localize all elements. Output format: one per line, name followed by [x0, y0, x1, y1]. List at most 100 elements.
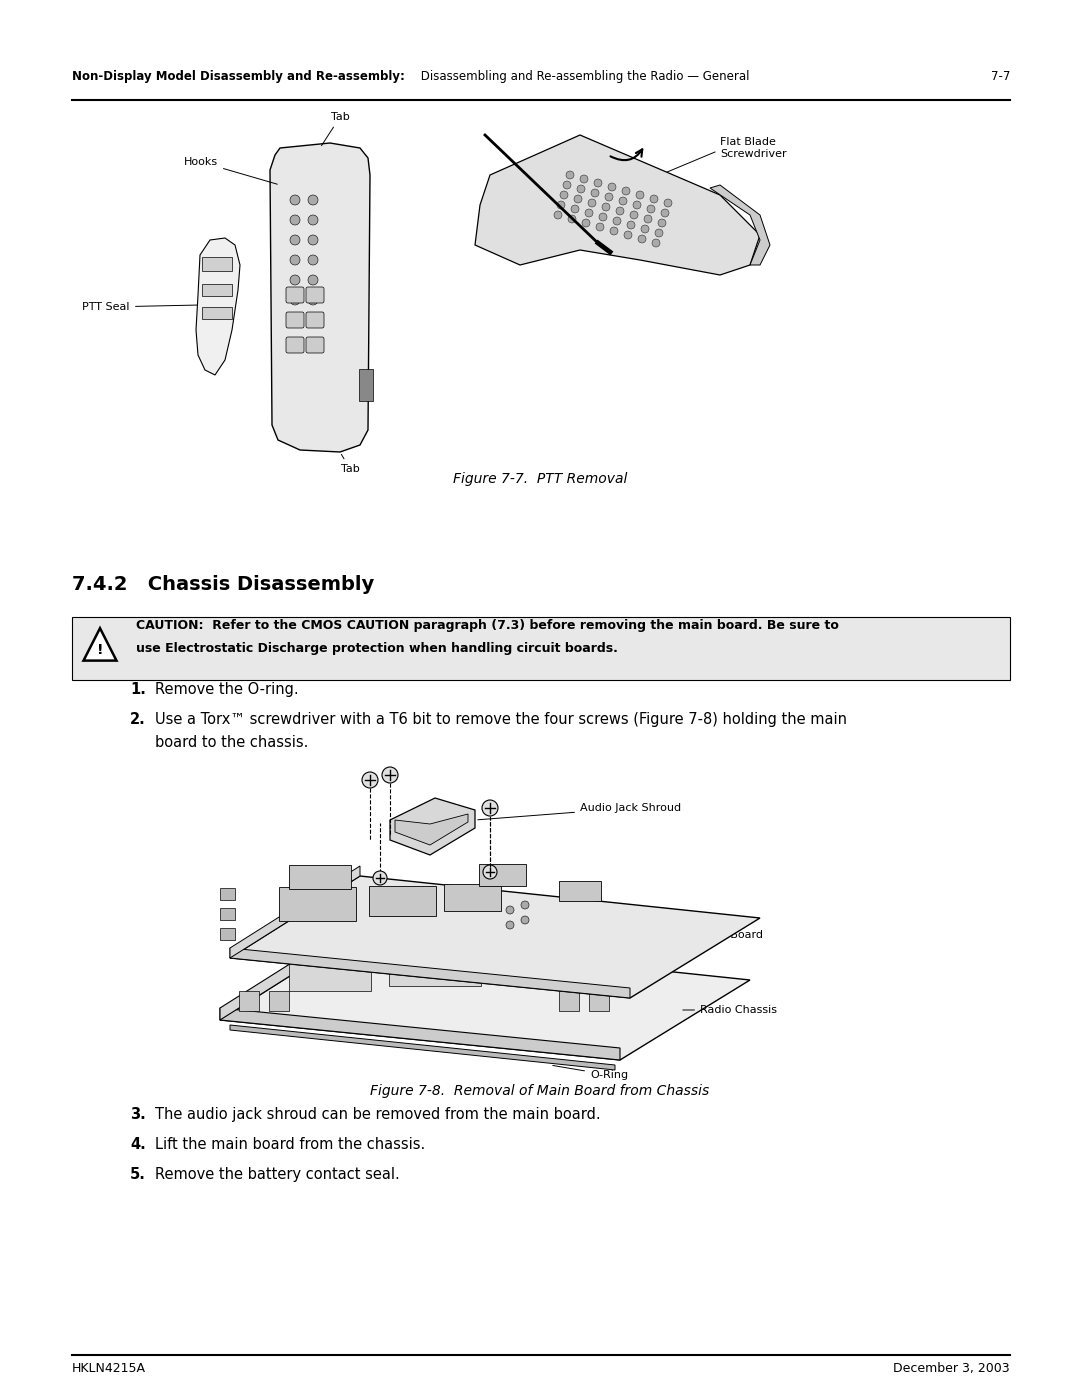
Text: 4.: 4. [130, 1137, 146, 1153]
Text: Tab: Tab [340, 454, 360, 474]
Circle shape [308, 235, 318, 244]
Circle shape [664, 198, 672, 207]
Circle shape [622, 187, 630, 196]
Text: Flat Blade
Screwdriver: Flat Blade Screwdriver [720, 137, 786, 159]
Circle shape [585, 210, 593, 217]
Circle shape [291, 314, 300, 326]
Circle shape [291, 215, 300, 225]
Circle shape [373, 870, 387, 886]
Text: Remove the battery contact seal.: Remove the battery contact seal. [156, 1166, 400, 1182]
FancyBboxPatch shape [359, 369, 373, 401]
FancyBboxPatch shape [444, 884, 501, 911]
Text: Main Board: Main Board [633, 930, 762, 977]
Circle shape [619, 197, 627, 205]
Circle shape [308, 256, 318, 265]
Text: Disassembling and Re-assembling the Radio — General: Disassembling and Re-assembling the Radi… [417, 70, 750, 82]
FancyBboxPatch shape [559, 882, 600, 901]
Circle shape [291, 275, 300, 285]
Circle shape [521, 916, 529, 923]
Text: 2.: 2. [130, 712, 146, 726]
FancyBboxPatch shape [369, 886, 436, 916]
Circle shape [636, 191, 644, 198]
Circle shape [308, 275, 318, 285]
FancyBboxPatch shape [202, 284, 232, 296]
Circle shape [644, 215, 652, 224]
Polygon shape [220, 1009, 620, 1060]
FancyBboxPatch shape [389, 949, 481, 986]
Text: Figure 7-8.  Removal of Main Board from Chassis: Figure 7-8. Removal of Main Board from C… [370, 1084, 710, 1098]
Circle shape [557, 201, 565, 210]
Circle shape [605, 193, 613, 201]
FancyBboxPatch shape [220, 888, 235, 900]
Polygon shape [220, 926, 350, 1020]
Circle shape [610, 226, 618, 235]
Polygon shape [83, 629, 117, 661]
Circle shape [291, 235, 300, 244]
Text: Remove the O-ring.: Remove the O-ring. [156, 682, 299, 697]
Circle shape [596, 224, 604, 231]
FancyBboxPatch shape [220, 928, 235, 940]
FancyBboxPatch shape [589, 990, 609, 1011]
FancyBboxPatch shape [559, 990, 579, 1011]
Polygon shape [230, 876, 760, 997]
Text: The audio jack shroud can be removed from the main board.: The audio jack shroud can be removed fro… [156, 1106, 600, 1122]
Circle shape [362, 773, 378, 788]
Circle shape [308, 295, 318, 305]
Circle shape [308, 215, 318, 225]
FancyBboxPatch shape [480, 863, 526, 886]
Polygon shape [710, 184, 770, 265]
FancyBboxPatch shape [239, 990, 259, 1011]
Circle shape [577, 184, 585, 193]
FancyBboxPatch shape [289, 865, 351, 888]
Polygon shape [390, 798, 475, 855]
Circle shape [573, 196, 582, 203]
Circle shape [561, 191, 568, 198]
Polygon shape [230, 949, 630, 997]
Circle shape [650, 196, 658, 203]
FancyBboxPatch shape [286, 286, 303, 303]
Circle shape [647, 205, 654, 212]
Text: Lift the main board from the chassis.: Lift the main board from the chassis. [156, 1137, 426, 1153]
Text: December 3, 2003: December 3, 2003 [893, 1362, 1010, 1375]
Circle shape [624, 231, 632, 239]
Circle shape [616, 207, 624, 215]
FancyBboxPatch shape [286, 337, 303, 353]
Polygon shape [475, 136, 760, 275]
Circle shape [566, 170, 573, 179]
Circle shape [661, 210, 669, 217]
Circle shape [308, 314, 318, 326]
FancyBboxPatch shape [202, 257, 232, 271]
Circle shape [588, 198, 596, 207]
Circle shape [507, 921, 514, 929]
Circle shape [291, 256, 300, 265]
Text: Tab: Tab [322, 112, 349, 145]
Text: HKLN4215A: HKLN4215A [72, 1362, 146, 1375]
Circle shape [633, 201, 642, 210]
FancyBboxPatch shape [289, 954, 372, 990]
Circle shape [591, 189, 599, 197]
Text: board to the chassis.: board to the chassis. [156, 735, 309, 750]
Circle shape [308, 196, 318, 205]
Polygon shape [195, 237, 240, 374]
Circle shape [630, 211, 638, 219]
Text: CAUTION:  Refer to the CMOS CAUTION paragraph (7.3) before removing the main boa: CAUTION: Refer to the CMOS CAUTION parag… [136, 619, 839, 631]
Text: Radio Chassis: Radio Chassis [683, 1004, 777, 1016]
Text: Use a Torx™ screwdriver with a T6 bit to remove the four screws (Figure 7-8) hol: Use a Torx™ screwdriver with a T6 bit to… [156, 712, 847, 726]
Circle shape [382, 767, 399, 782]
Circle shape [507, 907, 514, 914]
Circle shape [658, 219, 666, 226]
Text: 1.: 1. [130, 682, 146, 697]
Circle shape [642, 225, 649, 233]
Circle shape [613, 217, 621, 225]
FancyBboxPatch shape [269, 990, 289, 1011]
Polygon shape [395, 814, 468, 845]
Polygon shape [270, 142, 370, 453]
Polygon shape [220, 937, 750, 1060]
Text: Non-Display Model Disassembly and Re-assembly:: Non-Display Model Disassembly and Re-ass… [72, 70, 405, 82]
FancyBboxPatch shape [279, 887, 356, 921]
Text: Figure 7-7.  PTT Removal: Figure 7-7. PTT Removal [453, 472, 627, 486]
Circle shape [482, 800, 498, 816]
FancyBboxPatch shape [306, 312, 324, 328]
FancyBboxPatch shape [202, 307, 232, 319]
Circle shape [654, 229, 663, 237]
